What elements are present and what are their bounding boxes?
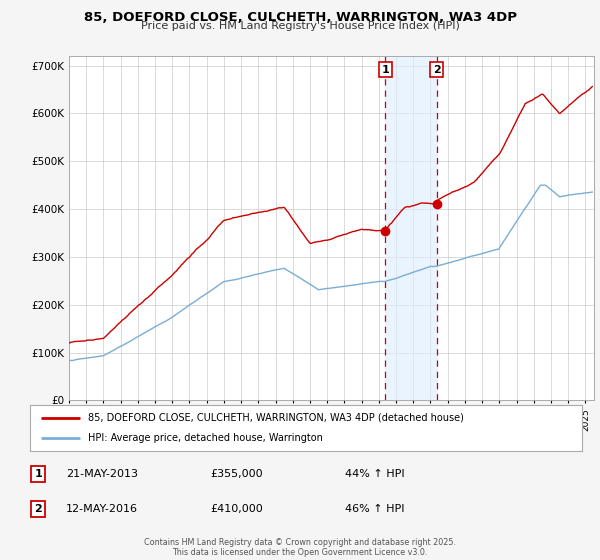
Text: 44% ↑ HPI: 44% ↑ HPI (346, 469, 405, 479)
Text: £410,000: £410,000 (210, 504, 263, 514)
Text: 2: 2 (433, 64, 440, 74)
Text: 85, DOEFORD CLOSE, CULCHETH, WARRINGTON, WA3 4DP (detached house): 85, DOEFORD CLOSE, CULCHETH, WARRINGTON,… (88, 413, 464, 423)
Text: 21-MAY-2013: 21-MAY-2013 (66, 469, 139, 479)
Text: 1: 1 (382, 64, 389, 74)
Text: 1: 1 (34, 469, 42, 479)
Text: 2: 2 (34, 504, 42, 514)
Text: Price paid vs. HM Land Registry's House Price Index (HPI): Price paid vs. HM Land Registry's House … (140, 21, 460, 31)
Text: 85, DOEFORD CLOSE, CULCHETH, WARRINGTON, WA3 4DP: 85, DOEFORD CLOSE, CULCHETH, WARRINGTON,… (83, 11, 517, 24)
Text: 12-MAY-2016: 12-MAY-2016 (66, 504, 139, 514)
Text: 46% ↑ HPI: 46% ↑ HPI (346, 504, 405, 514)
Text: HPI: Average price, detached house, Warrington: HPI: Average price, detached house, Warr… (88, 433, 323, 443)
Text: Contains HM Land Registry data © Crown copyright and database right 2025.
This d: Contains HM Land Registry data © Crown c… (144, 538, 456, 557)
Text: £355,000: £355,000 (210, 469, 263, 479)
Bar (385, 56, 437, 400)
